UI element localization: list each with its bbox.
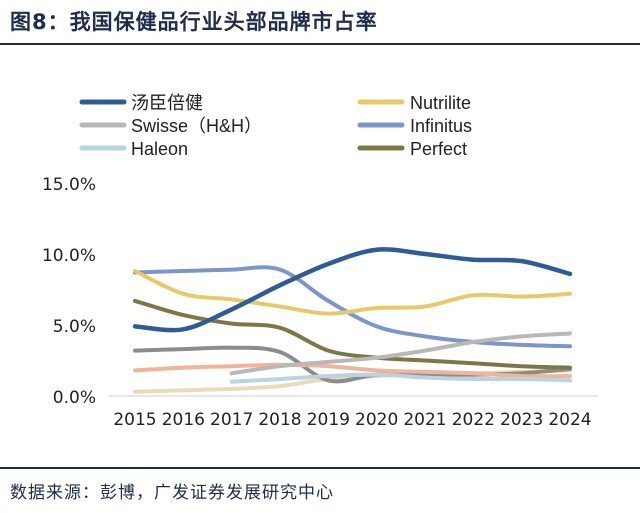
series-line xyxy=(229,331,572,376)
legend-label: Swisse（H&H） xyxy=(131,116,262,136)
x-tick-label: 2022 xyxy=(452,410,495,430)
x-axis: 2015 2016 2017 2018 2019 2020 2021 2022 2023 2024 xyxy=(108,395,598,430)
y-tick-label: 10.0% xyxy=(42,246,96,266)
x-tick-label: 2019 xyxy=(307,410,350,430)
source-note: 数据来源：彭博，广发证券发展研究中心 xyxy=(10,483,334,503)
legend: 汤臣倍健 Nutrilite Swisse（H&H） Infinitus Haleon P… xyxy=(79,93,472,159)
series-2 xyxy=(229,331,572,376)
x-tick-label: 2015 xyxy=(113,410,156,430)
series-6 xyxy=(133,362,572,379)
series-line xyxy=(133,362,572,379)
legend-item: Nutrilite xyxy=(357,93,471,113)
legend-label: Nutrilite xyxy=(410,93,471,113)
series-line xyxy=(133,265,572,349)
source-divider xyxy=(0,467,640,469)
series-line xyxy=(133,269,572,316)
legend-item: Haleon xyxy=(79,139,188,159)
x-tick-label: 2023 xyxy=(500,410,543,430)
x-tick-label: 2020 xyxy=(355,410,398,430)
y-tick-label: 0.0% xyxy=(53,388,96,408)
line-chart: 汤臣倍健 Nutrilite Swisse（H&H） Infinitus Haleon P… xyxy=(42,93,598,430)
series-4 xyxy=(229,372,572,384)
x-tick-label: 2021 xyxy=(403,410,446,430)
legend-item: Infinitus xyxy=(357,116,472,136)
legend-item: Perfect xyxy=(357,139,467,159)
legend-label: Perfect xyxy=(410,139,467,159)
y-axis: 0.0% 5.0% 10.0% 15.0% xyxy=(42,175,96,408)
series-3 xyxy=(133,265,572,349)
x-tick-label: 2024 xyxy=(548,410,591,430)
x-tick-label: 2017 xyxy=(210,410,253,430)
y-tick-label: 15.0% xyxy=(42,175,96,195)
legend-label: 汤臣倍健 xyxy=(131,93,203,113)
x-tick-label: 2018 xyxy=(258,410,301,430)
figure-title: 图8：我国保健品行业头部品牌市占率 xyxy=(10,10,378,34)
legend-label: Infinitus xyxy=(410,116,472,136)
series-line xyxy=(229,372,572,384)
series-line xyxy=(132,247,573,333)
y-tick-label: 5.0% xyxy=(53,317,96,337)
legend-item: 汤臣倍健 xyxy=(79,93,203,113)
x-tick-label: 2016 xyxy=(162,410,205,430)
legend-item: Swisse（H&H） xyxy=(79,116,262,136)
title-divider xyxy=(0,43,640,45)
legend-label: Haleon xyxy=(131,139,188,159)
series-group xyxy=(132,247,573,394)
series-0 xyxy=(132,247,573,333)
series-1 xyxy=(133,269,572,316)
